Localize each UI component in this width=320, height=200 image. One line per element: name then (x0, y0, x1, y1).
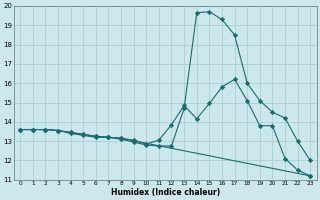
X-axis label: Humidex (Indice chaleur): Humidex (Indice chaleur) (111, 188, 220, 197)
